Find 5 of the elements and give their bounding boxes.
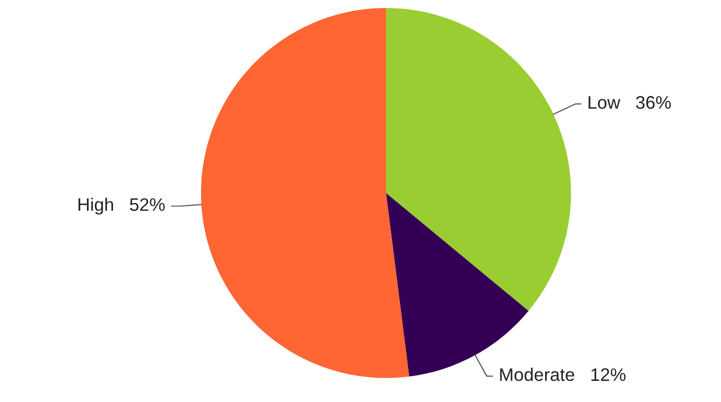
slice-label: High 52% — [78, 198, 165, 215]
slice-label: Low 36% — [588, 96, 671, 109]
pie-slice — [386, 8, 571, 311]
pie-slice — [201, 8, 410, 378]
slice-label: Moderate 12% — [500, 368, 626, 382]
